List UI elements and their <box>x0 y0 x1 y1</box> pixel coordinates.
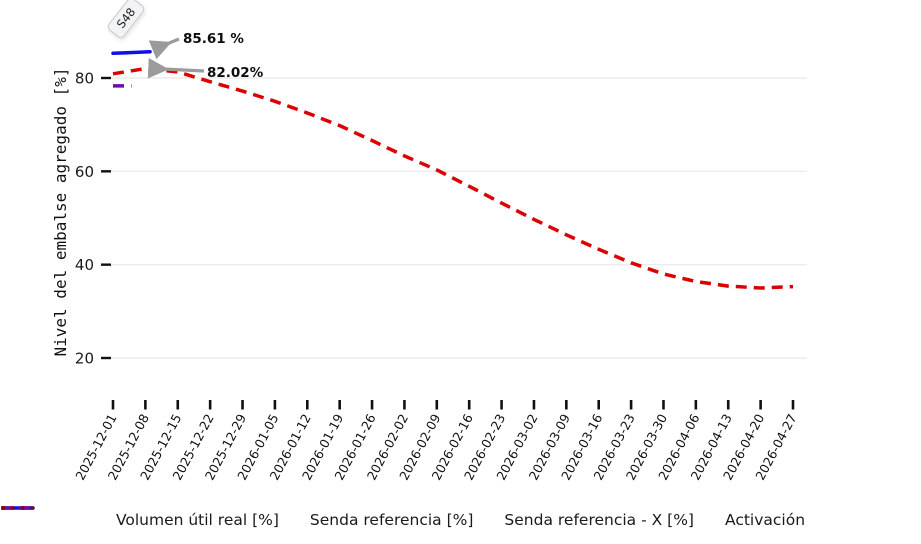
annotation-volumen-real: 85.61 % <box>148 31 244 60</box>
senda-referencia-line[interactable] <box>112 66 794 290</box>
legend-swatch-senda-referencia-x <box>1 506 36 510</box>
annotation-senda-referencia: 82.02% <box>147 58 264 81</box>
y-tick-label: 60 <box>75 163 94 181</box>
legend-item-senda-referencia-x[interactable]: Senda referencia - X [%] <box>1 506 694 529</box>
legend-label: Volumen útil real [%] <box>115 511 279 529</box>
legend-swatch-activacion <box>2 506 38 510</box>
annotation-text: 85.61 % <box>183 31 244 47</box>
annotation-arrow <box>147 58 205 79</box>
y-tick-label: 80 <box>75 70 94 88</box>
legend-item-senda-referencia[interactable]: Senda referencia [%] <box>1 506 474 529</box>
legend-item-activacion[interactable]: Activación <box>2 506 806 529</box>
legend-label: Activación <box>724 511 806 529</box>
volumen-util-real-line[interactable] <box>111 50 152 56</box>
annotation-arrow <box>148 37 180 60</box>
y-tick-label: 40 <box>75 256 94 274</box>
legend-label: Senda referencia [%] <box>309 511 474 529</box>
legend-label: Senda referencia - X [%] <box>504 511 694 529</box>
y-axis-title: Nivel del embalse agregado [%] <box>51 68 70 357</box>
y-tick-label: 20 <box>75 350 94 368</box>
legend-item-volumen-util-real[interactable]: Volumen útil real [%] <box>1 506 279 529</box>
annotation-text: 82.02% <box>207 65 264 81</box>
plot-area: 806040202025-12-012025-12-082025-12-1520… <box>51 31 807 483</box>
legend: Volumen útil real [%] Senda referencia [… <box>0 504 921 536</box>
